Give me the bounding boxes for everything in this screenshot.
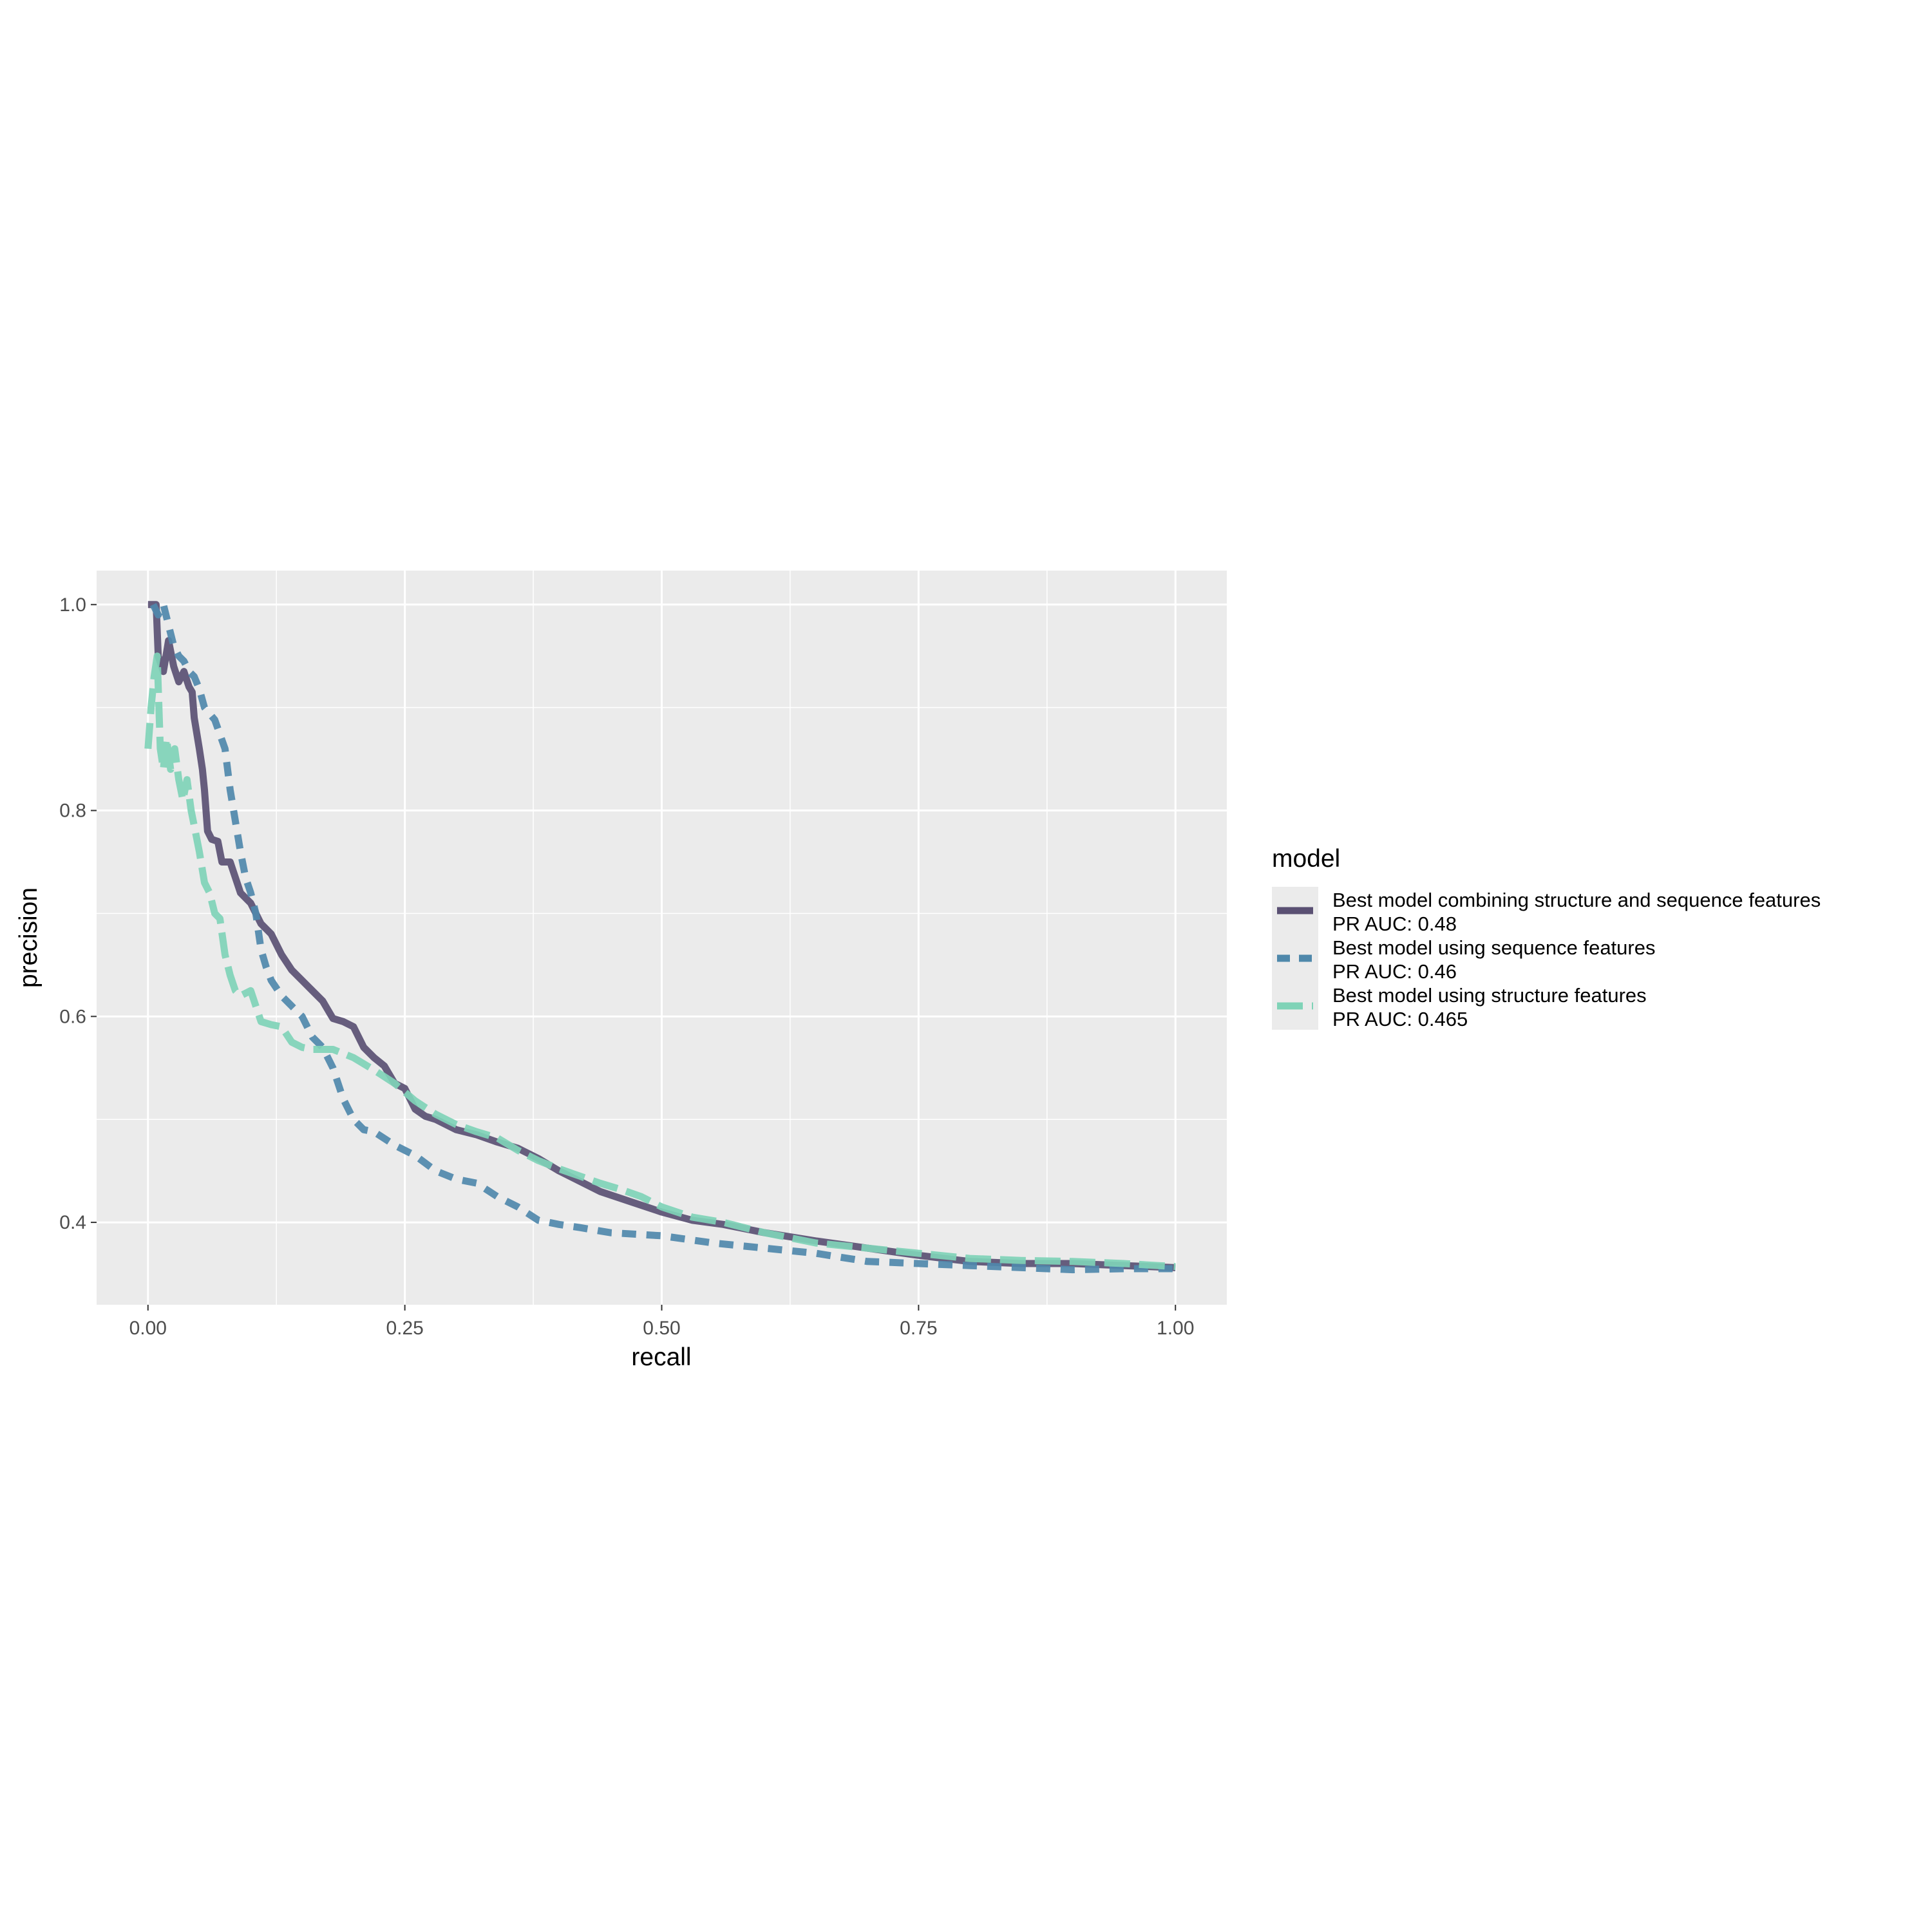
x-tick-label: 0.00 bbox=[129, 1318, 167, 1339]
legend-auc-3: PR AUC: 0.465 bbox=[1332, 1008, 1468, 1030]
x-axis-ticks: 0.00 0.25 0.50 0.75 1.00 bbox=[129, 1305, 1194, 1339]
legend-items: Best model combining structure and seque… bbox=[1272, 887, 1821, 1030]
y-tick-label: 0.8 bbox=[59, 800, 86, 822]
y-tick-label: 1.0 bbox=[59, 594, 86, 616]
y-axis-ticks: 0.4 0.6 0.8 1.0 bbox=[59, 594, 97, 1233]
x-tick-label: 0.50 bbox=[643, 1318, 680, 1339]
x-tick-label: 0.75 bbox=[900, 1318, 937, 1339]
legend-auc-2: PR AUC: 0.46 bbox=[1332, 960, 1457, 983]
series-lines bbox=[144, 601, 1176, 1274]
legend: model Best model combining structure and… bbox=[1272, 845, 1821, 1030]
legend-label-2: Best model using sequence features bbox=[1332, 936, 1655, 959]
legend-label-1: Best model combining structure and seque… bbox=[1332, 889, 1821, 911]
series-line-3 bbox=[144, 652, 1176, 1271]
x-tick-label: 0.25 bbox=[386, 1318, 423, 1339]
legend-title: model bbox=[1272, 845, 1340, 873]
x-tick-label: 1.00 bbox=[1157, 1318, 1194, 1339]
y-tick-label: 0.6 bbox=[59, 1006, 86, 1027]
series-line-2 bbox=[149, 601, 1176, 1274]
legend-auc-1: PR AUC: 0.48 bbox=[1332, 913, 1457, 935]
y-axis-title: precision bbox=[15, 887, 43, 988]
legend-label-3: Best model using structure features bbox=[1332, 984, 1647, 1007]
y-tick-label: 0.4 bbox=[59, 1212, 86, 1233]
x-axis-title: recall bbox=[631, 1343, 691, 1371]
major-gridlines bbox=[97, 571, 1227, 1305]
